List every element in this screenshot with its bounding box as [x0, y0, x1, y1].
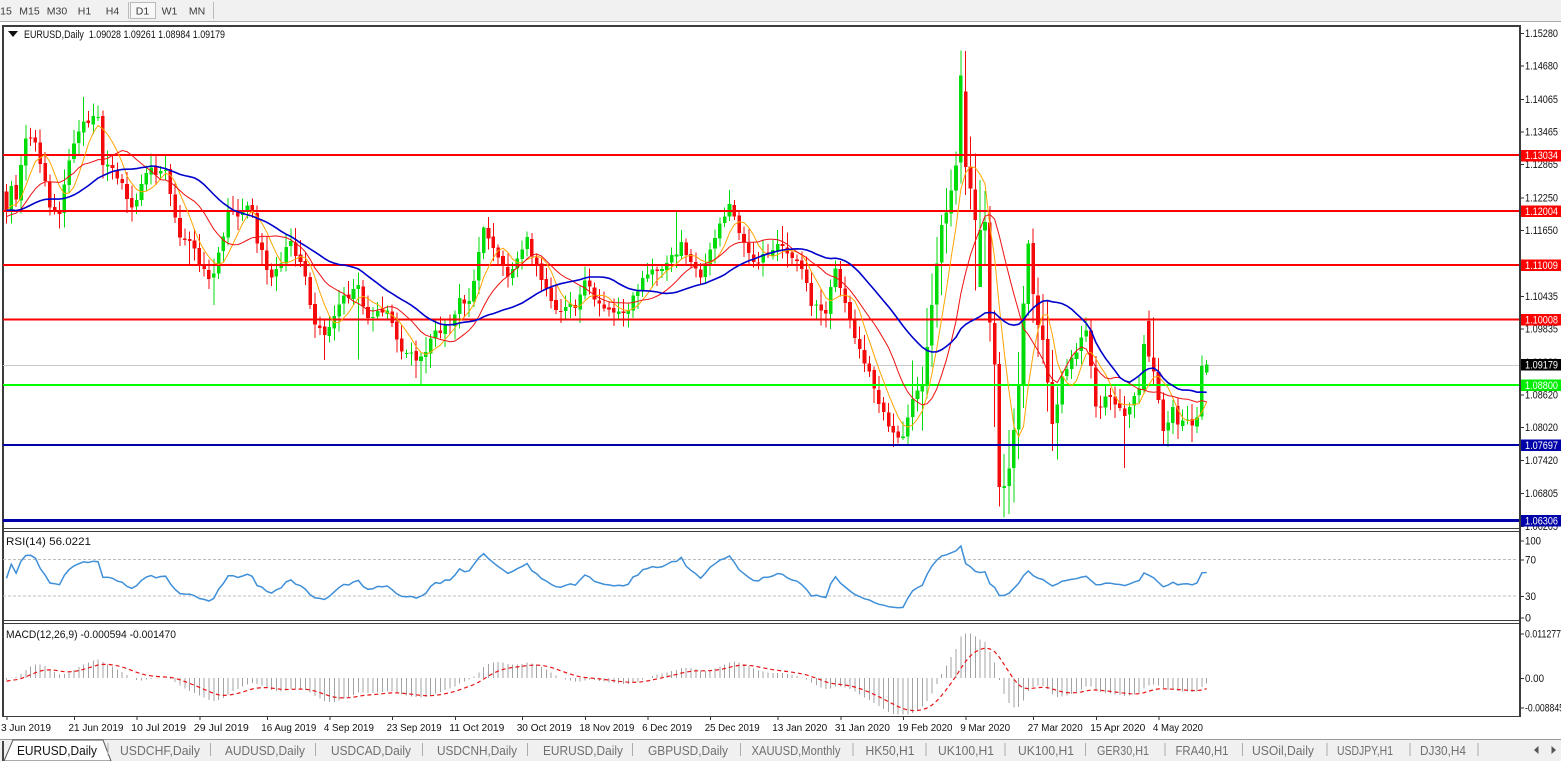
svg-text:10 Jul 2019: 10 Jul 2019 — [131, 722, 186, 734]
svg-text:27 Mar 2020: 27 Mar 2020 — [1028, 722, 1083, 734]
svg-text:1.07420: 1.07420 — [1525, 455, 1558, 467]
svg-text:1.06805: 1.06805 — [1525, 488, 1558, 500]
svg-text:4 May 2020: 4 May 2020 — [1153, 722, 1203, 734]
svg-text:30: 30 — [1525, 591, 1536, 603]
svg-text:GER30,H1: GER30,H1 — [1097, 744, 1149, 758]
svg-text:USDCHF,Daily: USDCHF,Daily — [120, 744, 201, 758]
svg-text:1.13034: 1.13034 — [1525, 150, 1558, 162]
svg-text:6 Dec 2019: 6 Dec 2019 — [642, 722, 692, 734]
svg-text:USDCNH,Daily: USDCNH,Daily — [437, 744, 518, 758]
svg-text:0.011277: 0.011277 — [1525, 628, 1561, 640]
svg-text:25 Dec 2019: 25 Dec 2019 — [705, 722, 760, 734]
svg-text:1.09835: 1.09835 — [1525, 324, 1558, 336]
svg-text:4 Sep 2019: 4 Sep 2019 — [324, 722, 374, 734]
svg-text:1.08800: 1.08800 — [1525, 380, 1558, 392]
svg-text:29 Jul 2019: 29 Jul 2019 — [194, 722, 249, 734]
svg-text:W1: W1 — [162, 6, 178, 18]
svg-text:-0.008845: -0.008845 — [1525, 703, 1561, 715]
svg-text:70: 70 — [1525, 555, 1536, 567]
svg-text:USOil,Daily: USOil,Daily — [1252, 744, 1315, 758]
svg-text:3 Jun 2019: 3 Jun 2019 — [1, 722, 51, 734]
svg-text:MN: MN — [189, 6, 205, 18]
svg-text:15 Apr 2020: 15 Apr 2020 — [1090, 722, 1145, 734]
svg-text:H4: H4 — [106, 6, 120, 18]
svg-text:FRA40,H1: FRA40,H1 — [1176, 744, 1229, 758]
svg-text:1.12865: 1.12865 — [1525, 159, 1558, 171]
svg-text:M15: M15 — [19, 6, 40, 18]
svg-text:31 Jan 2020: 31 Jan 2020 — [835, 722, 890, 734]
svg-text:9 Mar 2020: 9 Mar 2020 — [960, 722, 1010, 734]
svg-text:MACD(12,26,9) -0.000594 -0.001: MACD(12,26,9) -0.000594 -0.001470 — [6, 629, 176, 641]
svg-text:30 Oct 2019: 30 Oct 2019 — [517, 722, 572, 734]
svg-text:1.09179: 1.09179 — [1525, 359, 1558, 371]
svg-text:USDCAD,Daily: USDCAD,Daily — [331, 744, 412, 758]
svg-text:18 Nov 2019: 18 Nov 2019 — [579, 722, 634, 734]
svg-text:DJ30,H4: DJ30,H4 — [1420, 744, 1466, 758]
svg-text:16 Aug 2019: 16 Aug 2019 — [261, 722, 316, 734]
svg-text:UK100,H1: UK100,H1 — [938, 744, 994, 758]
svg-text:23 Sep 2019: 23 Sep 2019 — [387, 722, 442, 734]
svg-text:EURUSD,Daily 1.09028 1.09261: EURUSD,Daily 1.09028 1.09261 1.08984 1.0… — [24, 29, 225, 41]
svg-text:0.00: 0.00 — [1525, 673, 1544, 685]
svg-text:1.14065: 1.14065 — [1525, 94, 1558, 106]
svg-text:19 Feb 2020: 19 Feb 2020 — [898, 722, 953, 734]
svg-text:1.12250: 1.12250 — [1525, 193, 1558, 205]
svg-text:EURUSD,Daily: EURUSD,Daily — [543, 744, 624, 758]
svg-text:15: 15 — [0, 6, 12, 18]
svg-text:21 Jun 2019: 21 Jun 2019 — [69, 722, 124, 734]
svg-text:1.10435: 1.10435 — [1525, 291, 1558, 303]
svg-text:1.10008: 1.10008 — [1525, 314, 1558, 326]
svg-text:1.08020: 1.08020 — [1525, 422, 1558, 434]
svg-text:H1: H1 — [78, 6, 92, 18]
svg-text:UK100,H1: UK100,H1 — [1018, 744, 1074, 758]
svg-text:1.11009: 1.11009 — [1525, 260, 1558, 272]
svg-text:1.07697: 1.07697 — [1525, 440, 1558, 452]
svg-text:100: 100 — [1525, 536, 1541, 548]
svg-text:1.08620: 1.08620 — [1525, 390, 1558, 402]
svg-text:1.11650: 1.11650 — [1525, 225, 1558, 237]
svg-text:1.12004: 1.12004 — [1525, 206, 1558, 218]
svg-text:0: 0 — [1525, 613, 1531, 625]
svg-text:HK50,H1: HK50,H1 — [866, 744, 915, 758]
svg-text:1.13465: 1.13465 — [1525, 127, 1558, 139]
svg-text:USDJPY,H1: USDJPY,H1 — [1337, 744, 1393, 758]
svg-text:D1: D1 — [136, 6, 150, 18]
svg-text:GBPUSD,Daily: GBPUSD,Daily — [648, 744, 729, 758]
svg-text:RSI(14) 56.0221: RSI(14) 56.0221 — [6, 536, 91, 548]
svg-text:1.06306: 1.06306 — [1525, 515, 1558, 527]
svg-text:EURUSD,Daily: EURUSD,Daily — [17, 744, 98, 758]
svg-text:M30: M30 — [47, 6, 68, 18]
svg-text:XAUUSD,Monthly: XAUUSD,Monthly — [752, 744, 842, 758]
svg-text:1.15280: 1.15280 — [1525, 28, 1558, 40]
svg-text:11 Oct 2019: 11 Oct 2019 — [449, 722, 504, 734]
svg-text:13 Jan 2020: 13 Jan 2020 — [772, 722, 827, 734]
svg-text:AUDUSD,Daily: AUDUSD,Daily — [225, 744, 306, 758]
svg-text:1.14680: 1.14680 — [1525, 61, 1558, 73]
